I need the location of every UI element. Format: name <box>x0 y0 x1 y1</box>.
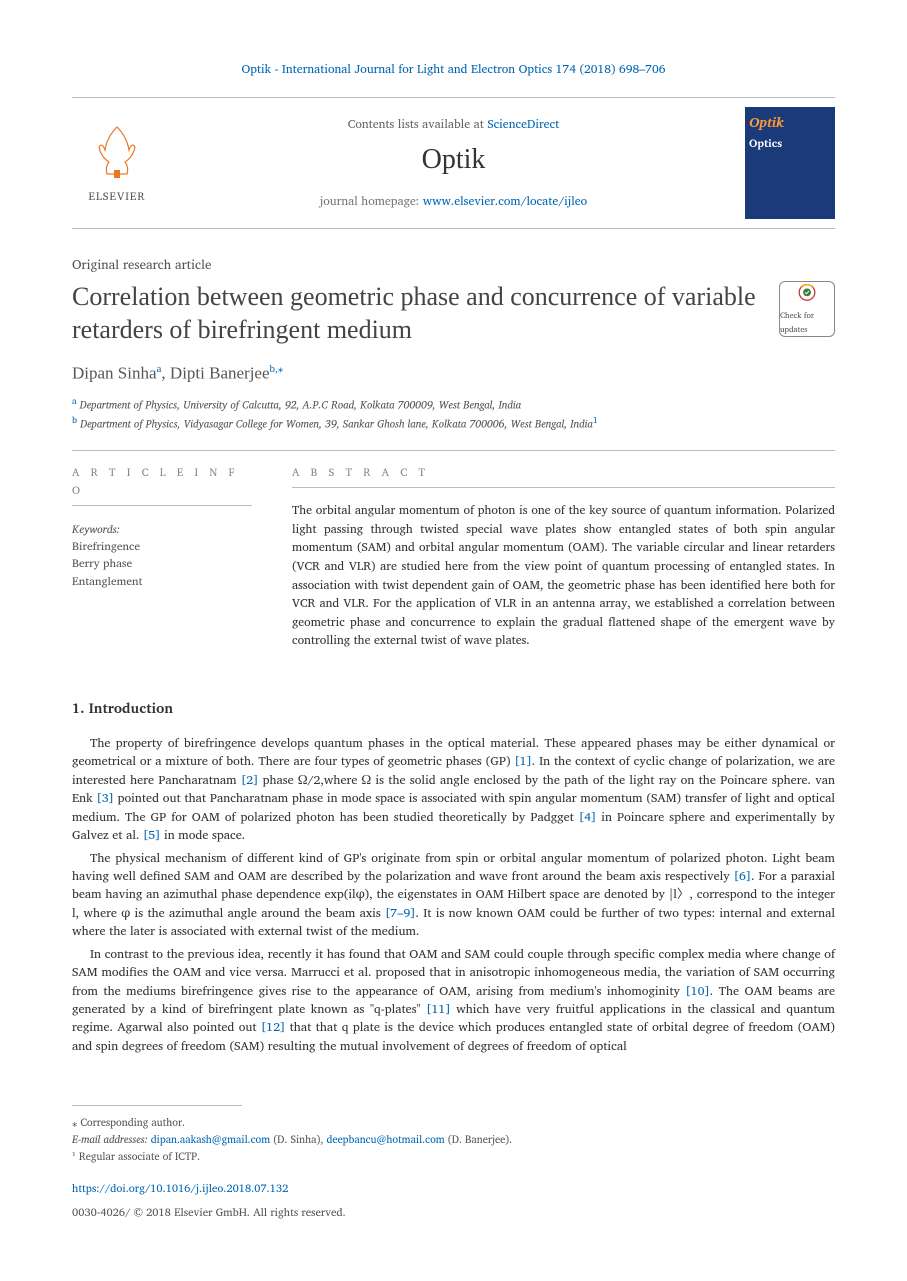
intro-para-1: The property of birefringence develops q… <box>72 734 835 845</box>
ref-12[interactable]: [12] <box>261 1017 285 1037</box>
homepage-prefix: journal homepage: <box>320 192 423 211</box>
affil-a-sup: a <box>72 393 77 408</box>
p2a: The physical mechanism of different kind… <box>72 848 835 886</box>
contents-line: Contents lists available at ScienceDirec… <box>162 115 745 134</box>
publisher-name: ELSEVIER <box>72 187 162 205</box>
email-2-who: (D. Banerjee). <box>445 1130 513 1148</box>
abstract-header: A B S T R A C T <box>292 463 835 488</box>
keywords-label: Keywords: <box>72 520 252 538</box>
affiliation-b: Department of Physics, Vidyasagar Colleg… <box>80 414 593 432</box>
corresponding-author-note: ⁎ Corresponding author. <box>72 1114 835 1131</box>
homepage-link[interactable]: www.elsevier.com/locate/ijleo <box>423 192 588 211</box>
ref-11[interactable]: [11] <box>426 999 450 1019</box>
divider-top <box>72 450 835 451</box>
ref-1[interactable]: [1] <box>514 751 531 771</box>
ref-3[interactable]: [3] <box>97 788 114 808</box>
footnotes: ⁎ Corresponding author. E-mail addresses… <box>72 1114 835 1164</box>
abstract-text: The orbital angular momentum of photon i… <box>292 502 835 651</box>
check-updates-icon <box>793 282 821 308</box>
copyright-line: 0030-4026/ © 2018 Elsevier GmbH. All rig… <box>72 1203 835 1221</box>
author-2-affil: b, <box>270 363 278 375</box>
author-1-affil: a <box>157 363 162 375</box>
footnote-divider <box>72 1105 242 1106</box>
ref-7-9[interactable]: [7–9] <box>385 903 415 923</box>
affiliations: a Department of Physics, University of C… <box>72 394 835 433</box>
elsevier-tree-icon <box>87 122 147 182</box>
affil-b-sup: b <box>72 412 77 427</box>
ref-4[interactable]: [4] <box>579 807 596 827</box>
email-line: E-mail addresses: dipan.aakash@gmail.com… <box>72 1131 835 1148</box>
check-updates-label: Check for updates <box>780 308 834 336</box>
homepage-line: journal homepage: www.elsevier.com/locat… <box>162 192 745 211</box>
author-2: Dipti Banerjee <box>170 364 270 383</box>
contents-prefix: Contents lists available at <box>348 115 488 134</box>
ref-6[interactable]: [6] <box>734 866 751 886</box>
p1f: in mode space. <box>160 825 245 845</box>
check-updates-badge[interactable]: Check for updates <box>779 281 835 337</box>
journal-cover-thumb: Optik Optics <box>745 107 835 219</box>
article-info-header: A R T I C L E I N F O <box>72 463 252 506</box>
author-1: Dipan Sinha <box>72 364 157 383</box>
email-1-who: (D. Sinha), <box>270 1130 326 1148</box>
intro-para-3: In contrast to the previous idea, recent… <box>72 945 835 1056</box>
cover-title: Optik <box>749 111 831 134</box>
affil-b-note: 1 <box>593 412 598 427</box>
keyword-2: Berry phase <box>72 555 252 572</box>
footnote-1: ¹ Regular associate of ICTP. <box>72 1148 835 1165</box>
publisher-logo: ELSEVIER <box>72 122 162 205</box>
email-2[interactable]: deepbancu@hotmail.com <box>326 1130 444 1148</box>
cover-subtitle: Optics <box>749 134 831 152</box>
article-type: Original research article <box>72 253 835 275</box>
email-label: E-mail addresses: <box>72 1130 151 1148</box>
ref-10[interactable]: [10] <box>685 981 709 1001</box>
section-1-heading: 1. Introduction <box>72 697 835 720</box>
keyword-1: Birefringence <box>72 538 252 555</box>
journal-header: ELSEVIER Contents lists available at Sci… <box>72 97 835 229</box>
keyword-3: Entanglement <box>72 573 252 590</box>
journal-name: Optik <box>162 144 745 176</box>
ref-5[interactable]: [5] <box>143 825 160 845</box>
email-1[interactable]: dipan.aakash@gmail.com <box>151 1130 270 1148</box>
top-citation: Optik - International Journal for Light … <box>72 60 835 79</box>
affiliation-a: Department of Physics, University of Cal… <box>80 395 521 413</box>
doi-line: https://doi.org/10.1016/j.ijleo.2018.07.… <box>72 1179 835 1197</box>
article-title: Correlation between geometric phase and … <box>72 281 759 346</box>
sciencedirect-link[interactable]: ScienceDirect <box>487 115 559 134</box>
intro-para-2: The physical mechanism of different kind… <box>72 849 835 941</box>
authors: Dipan Sinhaa, Dipti Banerjeeb,⁎ <box>72 362 835 384</box>
author-2-corr: ⁎ <box>278 363 284 375</box>
ref-2[interactable]: [2] <box>241 770 258 790</box>
doi-link[interactable]: https://doi.org/10.1016/j.ijleo.2018.07.… <box>72 1179 288 1197</box>
